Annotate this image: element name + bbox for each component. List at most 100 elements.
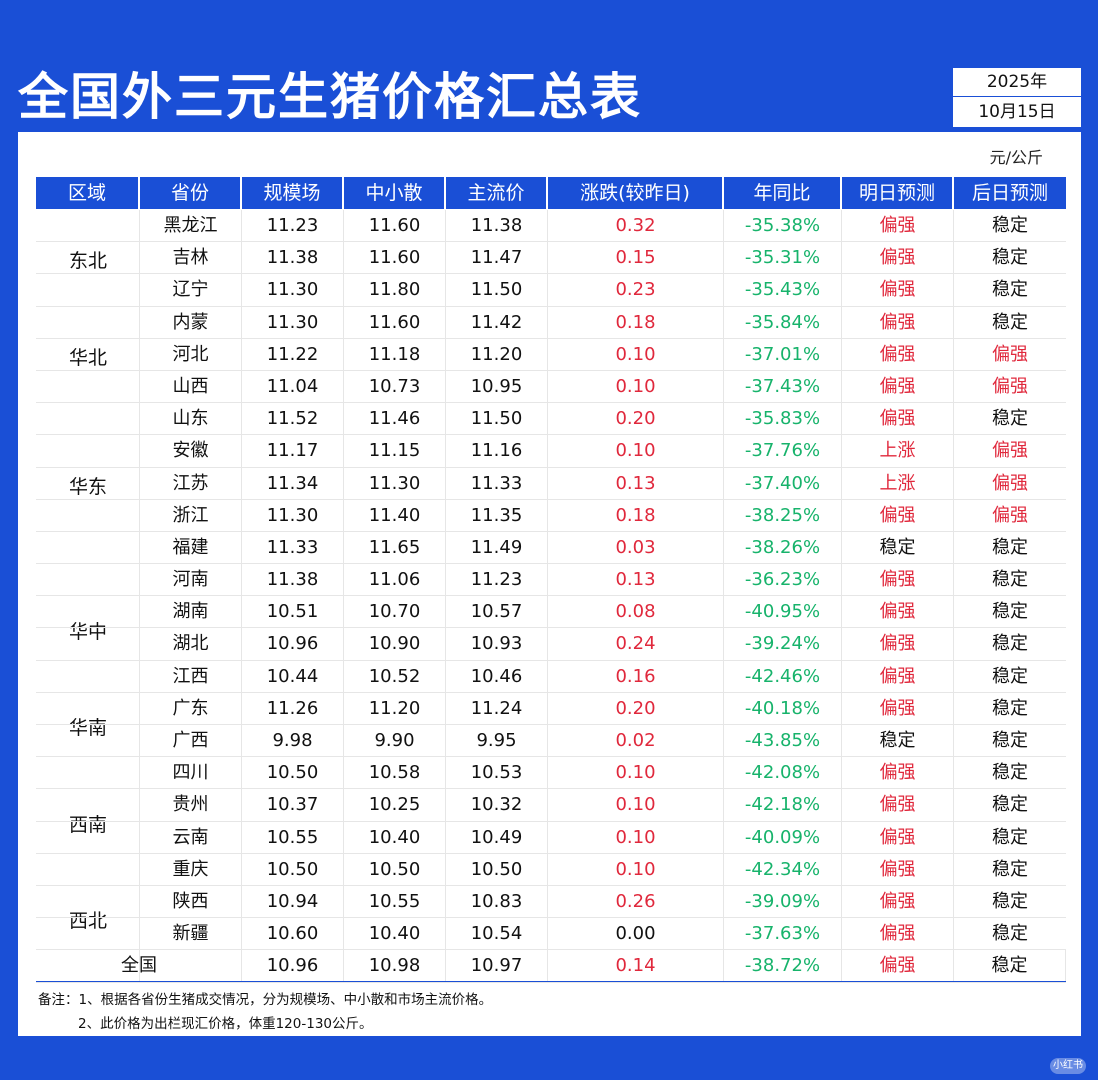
after-tomorrow-forecast-cell: 稳定 <box>992 247 1028 269</box>
tomorrow-forecast-cell: 偏强 <box>842 564 954 596</box>
region-cell <box>36 210 140 242</box>
yoy-cell: -35.31% <box>724 242 842 274</box>
province-cell: 安徽 <box>140 435 242 467</box>
table-row: 贵州 10.37 10.25 10.32 0.10 -42.18% 偏强 稳定 <box>36 789 1066 822</box>
large-farm-cell: 11.38 <box>242 242 344 274</box>
table-row: 江苏 11.34 11.30 11.33 0.13 -37.40% 上涨 偏强 <box>36 467 1066 500</box>
after-tomorrow-forecast-cell: 稳定 <box>992 890 1028 912</box>
region-cell <box>36 789 140 821</box>
yoy-cell: -36.23% <box>724 564 842 596</box>
header-1: 省份 <box>140 177 242 209</box>
region-cell <box>36 692 140 724</box>
province-cell: 四川 <box>140 757 242 789</box>
tomorrow-forecast-cell: 偏强 <box>842 821 954 853</box>
small-farm-cell: 11.40 <box>344 499 446 531</box>
region-cell <box>36 757 140 789</box>
after-tomorrow-forecast-cell: 稳定 <box>992 794 1028 816</box>
province-cell: 湖北 <box>140 628 242 660</box>
province-cell: 辽宁 <box>140 274 242 306</box>
after-tomorrow-forecast-cell: 稳定 <box>992 633 1028 655</box>
table-row: 湖北 10.96 10.90 10.93 0.24 -39.24% 偏强 稳定 <box>36 628 1066 661</box>
yoy-cell: -35.83% <box>724 403 842 435</box>
change-cell: 0.02 <box>548 725 724 757</box>
header-8: 后日预测 <box>971 182 1048 204</box>
main-price-cell: 11.20 <box>446 338 548 370</box>
province-cell: 内蒙 <box>140 306 242 338</box>
province-cell: 黑龙江 <box>140 210 242 242</box>
small-farm-cell: 10.73 <box>344 370 446 403</box>
after-tomorrow-forecast-cell: 偏强 <box>992 375 1028 397</box>
region-cell <box>36 499 140 531</box>
tomorrow-forecast-cell: 偏强 <box>842 274 954 306</box>
small-farm-cell: 11.80 <box>344 274 446 306</box>
small-farm-cell: 11.15 <box>344 435 446 467</box>
region-cell <box>36 531 140 564</box>
yoy-cell: -37.63% <box>724 918 842 950</box>
after-tomorrow-forecast-cell: 偏强 <box>992 343 1028 365</box>
small-farm-cell: 10.58 <box>344 757 446 789</box>
after-tomorrow-forecast-cell: 稳定 <box>992 279 1028 301</box>
date-label: 10月15日 <box>953 96 1081 127</box>
yoy-cell: -42.18% <box>724 789 842 821</box>
province-cell <box>140 950 242 982</box>
after-tomorrow-forecast-cell: 稳定 <box>992 923 1028 945</box>
tomorrow-forecast-cell: 偏强 <box>842 338 954 370</box>
yoy-cell: -35.38% <box>724 210 842 242</box>
table-row: 广西 9.98 9.90 9.95 0.02 -43.85% 稳定 稳定 <box>36 725 1066 758</box>
change-cell: 0.13 <box>548 564 724 596</box>
main-price-cell: 10.49 <box>446 821 548 853</box>
change-cell: 0.10 <box>548 821 724 853</box>
small-farm-cell: 10.52 <box>344 660 446 692</box>
tomorrow-forecast-cell: 偏强 <box>842 789 954 821</box>
province-cell: 贵州 <box>140 789 242 821</box>
main-price-cell: 11.35 <box>446 499 548 531</box>
region-cell <box>36 435 140 467</box>
small-farm-cell: 10.40 <box>344 918 446 950</box>
header-2: 规模场 <box>242 177 344 209</box>
province-cell: 山东 <box>140 403 242 435</box>
main-price-cell: 11.49 <box>446 531 548 564</box>
large-farm-cell: 11.30 <box>242 499 344 531</box>
large-farm-cell: 11.17 <box>242 435 344 467</box>
header-3: 中小散 <box>344 177 446 209</box>
large-farm-cell: 11.30 <box>242 306 344 338</box>
region-cell <box>36 242 140 274</box>
after-tomorrow-forecast-cell: 偏强 <box>992 472 1028 494</box>
tomorrow-forecast-cell: 上涨 <box>842 467 954 499</box>
region-cell <box>36 564 140 596</box>
province-cell: 重庆 <box>140 853 242 885</box>
province-cell: 河北 <box>140 338 242 370</box>
tomorrow-forecast-cell: 偏强 <box>842 306 954 338</box>
large-farm-cell: 11.38 <box>242 564 344 596</box>
main-price-cell: 10.83 <box>446 885 548 918</box>
header-6: 年同比 <box>724 177 842 209</box>
province-cell: 福建 <box>140 531 242 564</box>
province-cell: 吉林 <box>140 242 242 274</box>
table-row: 山西 11.04 10.73 10.95 0.10 -37.43% 偏强 偏强 <box>36 370 1066 404</box>
table-row: 山东 11.52 11.46 11.50 0.20 -35.83% 偏强 稳定 <box>36 403 1066 436</box>
main-price-cell: 11.24 <box>446 692 548 724</box>
after-tomorrow-forecast-cell: 稳定 <box>992 215 1028 236</box>
table-row: 辽宁 11.30 11.80 11.50 0.23 -35.43% 偏强 稳定 <box>36 274 1066 307</box>
table-body: 黑龙江 11.23 11.60 11.38 0.32 -35.38% 偏强 稳定 吉林 11.38… <box>36 210 1066 983</box>
year-label: 2025年 <box>953 68 1081 96</box>
yoy-cell: -38.26% <box>724 531 842 564</box>
large-farm-cell: 10.50 <box>242 853 344 885</box>
table-row: 广东 11.26 11.20 11.24 0.20 -40.18% 偏强 稳定 <box>36 692 1066 725</box>
yoy-cell: -37.01% <box>724 338 842 370</box>
large-farm-cell: 11.30 <box>242 274 344 306</box>
yoy-cell: -40.95% <box>724 596 842 628</box>
main-price-cell: 10.32 <box>446 789 548 821</box>
tomorrow-forecast-cell: 偏强 <box>842 210 954 242</box>
national-row: 10.96 10.98 10.97 0.14 -38.72% 偏强 稳定 全国 <box>36 950 1066 983</box>
large-farm-cell: 10.51 <box>242 596 344 628</box>
yoy-cell: -40.09% <box>724 821 842 853</box>
small-farm-cell: 11.06 <box>344 564 446 596</box>
main-price-cell: 11.23 <box>446 564 548 596</box>
watermark-badge: 小红书 <box>1050 1058 1086 1074</box>
large-farm-cell: 10.94 <box>242 885 344 918</box>
change-cell: 0.08 <box>548 596 724 628</box>
large-farm-cell: 10.96 <box>242 950 344 982</box>
table-row: 浙江 11.30 11.40 11.35 0.18 -38.25% 偏强 偏强 <box>36 499 1066 532</box>
table-header: 区域 省份 规模场 中小散 主流价 涨跌(较昨日) 年同比 明日预测 后日预测 <box>36 177 1066 209</box>
